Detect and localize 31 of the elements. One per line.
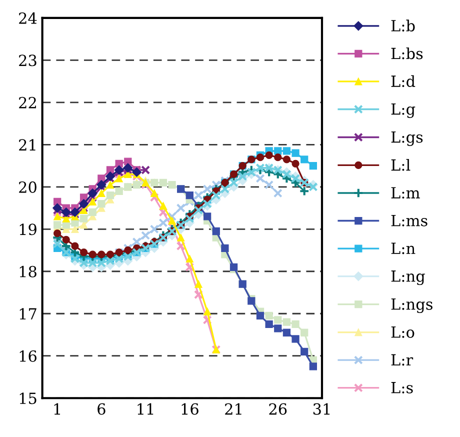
y-tick-label: 21 <box>19 139 36 150</box>
legend-label: L:l <box>391 158 410 171</box>
y-tick-label: 23 <box>19 54 36 66</box>
legend-label: L:ms <box>391 214 428 226</box>
y-tick-label: 20 <box>19 181 36 193</box>
legend-label: L:n <box>391 242 416 254</box>
x-tick-label: 6 <box>98 403 106 415</box>
y-tick-label: 24 <box>19 12 37 24</box>
legend-label: L:b <box>391 20 415 32</box>
legend-label: L:ng <box>391 270 425 286</box>
x-tick-label: 21 <box>225 403 242 415</box>
x-tick-label: 26 <box>269 403 287 415</box>
legend-label: L:m <box>391 187 420 199</box>
legend-label: L:ngs <box>391 298 432 314</box>
y-tick-label: 17 <box>20 308 36 320</box>
legend-label: L:bs <box>391 47 423 60</box>
y-tick-label: 16 <box>20 350 36 362</box>
y-tick-label: 15 <box>20 392 36 404</box>
y-tick-label: 22 <box>19 96 36 108</box>
x-tick-label: 31 <box>313 403 330 415</box>
legend-label: L:gs <box>391 131 423 146</box>
y-tick-label: 18 <box>20 266 36 278</box>
x-tick-label: 1 <box>54 403 60 415</box>
legend-label: L:s <box>391 382 413 394</box>
legend-label: L:r <box>391 354 414 366</box>
x-tick-label: 11 <box>138 403 154 415</box>
legend-label: L:o <box>391 326 414 338</box>
y-tick-label: 19 <box>20 224 36 236</box>
x-tick-label: 16 <box>182 403 198 415</box>
legend-label: L:d <box>391 75 416 88</box>
legend-label: L:g <box>391 103 416 118</box>
